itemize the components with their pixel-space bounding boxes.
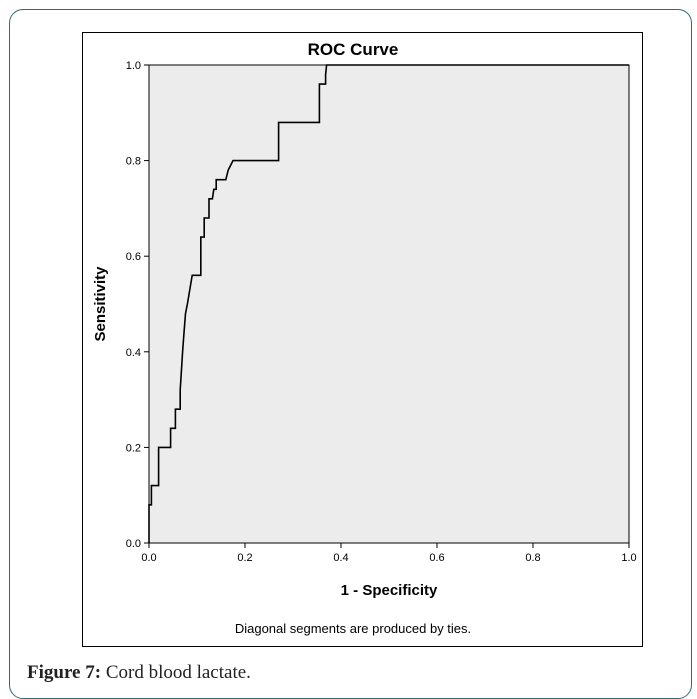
y-tick-label: 0.2 [126, 442, 141, 454]
roc-chart: ROC Curve 0.00.20.40.60.81.0 0.0 0.2 0.4 0.… [92, 40, 637, 636]
roc-curve-line [148, 64, 629, 543]
x-tick-label: 0.8 [525, 552, 540, 564]
y-tick-label: 1.0 [126, 60, 141, 72]
y-tick-label: 0.8 [126, 156, 141, 168]
x-tick-label: 0.2 [237, 552, 252, 564]
plot-area [148, 64, 630, 544]
y-axis: 0.0 0.2 0.4 0.6 0.8 1.0 [126, 60, 149, 550]
chart-title: ROC Curve [308, 40, 399, 59]
x-axis-label: 1 - Specificity [341, 582, 438, 599]
y-axis-label: Sensitivity [92, 266, 109, 342]
figure-frame: ROC Curve 0.0 0.2 0.4 0.6 0.8 1.0 0.0 0.2 0.4 0.… [9, 9, 692, 699]
y-tick-label: 0.0 [126, 538, 141, 550]
chart-panel: ROC Curve 0.0 0.2 0.4 0.6 0.8 1.0 0.0 0.2 0.4 0.… [82, 32, 643, 647]
x-tick-label: 0.6 [429, 552, 444, 564]
figure-caption-label: Figure 7: [27, 662, 102, 683]
y-tick-label: 0.4 [126, 347, 141, 359]
x-tick-label: 0.4 [333, 552, 348, 564]
figure-caption: Figure 7: Cord blood lactate. [27, 662, 251, 684]
figure-caption-text: Cord blood lactate. [101, 662, 251, 683]
x-tick-label: 1.0 [621, 552, 636, 564]
x-tick-label: 0.0 [141, 552, 156, 564]
y-tick-label: 0.6 [126, 251, 141, 263]
x-axis: 0.0 0.2 0.4 0.6 0.8 1.0 [141, 543, 637, 564]
chart-footnote: Diagonal segments are produced by ties. [235, 621, 471, 636]
